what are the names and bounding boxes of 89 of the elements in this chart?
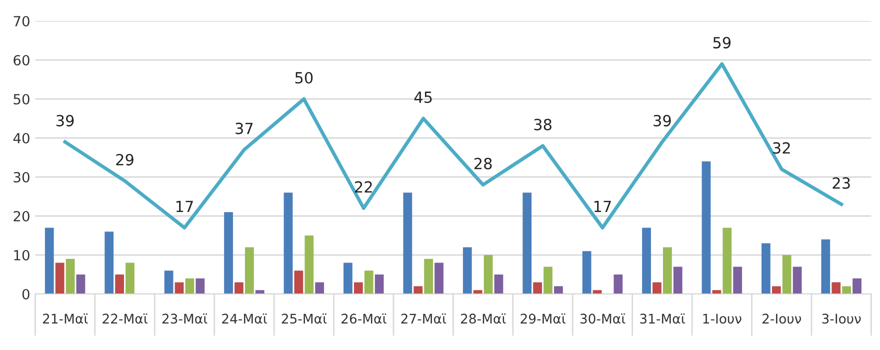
bar <box>255 290 264 294</box>
y-tick-label: 20 <box>14 210 30 222</box>
data-label: 59 <box>713 36 731 48</box>
y-tick-label: 60 <box>14 54 30 66</box>
bar <box>44 228 54 294</box>
bar <box>344 262 352 294</box>
bar <box>185 278 194 294</box>
bar <box>414 286 423 294</box>
bar <box>294 270 304 294</box>
y-tick-label: 30 <box>14 172 30 182</box>
bar <box>66 258 75 294</box>
data-label: 17 <box>176 200 193 212</box>
bar <box>434 262 444 294</box>
data-label: 28 <box>474 158 492 170</box>
bar <box>673 266 682 294</box>
bar <box>662 247 672 294</box>
bar <box>364 270 374 294</box>
bar <box>224 212 233 294</box>
x-tick-label: 23-Μαϊ <box>162 313 208 324</box>
bar <box>484 255 493 294</box>
x-tick-label: 24-Μαϊ <box>222 313 267 324</box>
bar <box>473 290 482 294</box>
data-label: 38 <box>534 118 552 130</box>
data-label: 37 <box>236 122 253 134</box>
bar <box>544 266 552 294</box>
bar <box>315 282 324 294</box>
bar <box>642 228 651 294</box>
bar <box>614 274 623 294</box>
bar <box>104 232 114 294</box>
bar <box>174 282 184 294</box>
data-label: 50 <box>295 72 313 84</box>
bar <box>522 192 532 294</box>
bar <box>284 192 293 294</box>
x-tick-label: 21-Μαϊ <box>42 313 88 324</box>
x-tick-label: 31-Μαϊ <box>640 313 685 324</box>
bar <box>582 251 592 294</box>
data-label: 22 <box>355 181 372 193</box>
x-tick-label: 25-Μαϊ <box>282 313 327 324</box>
y-tick-label: 0 <box>22 288 30 300</box>
bar <box>733 266 742 294</box>
bar <box>842 286 852 294</box>
data-label: 45 <box>414 92 432 104</box>
bar <box>115 274 124 294</box>
data-label: 23 <box>832 177 850 189</box>
x-tick-label: 27-Μαϊ <box>401 313 446 324</box>
bar <box>722 228 732 294</box>
data-label: 29 <box>116 154 134 166</box>
bar <box>403 192 412 294</box>
bar <box>712 290 722 294</box>
bar <box>554 286 563 294</box>
x-tick-label: 22-Μαϊ <box>102 313 148 324</box>
bar <box>424 258 434 294</box>
bar <box>652 282 662 294</box>
bar <box>304 236 314 294</box>
bar <box>702 161 711 294</box>
bar <box>126 262 134 294</box>
x-tick-label: 30-Μαϊ <box>580 313 626 324</box>
bar <box>494 274 504 294</box>
bar <box>772 286 781 294</box>
bar <box>354 282 363 294</box>
data-label: 32 <box>773 142 790 154</box>
bar <box>196 278 205 294</box>
x-tick-label: 3-Ιουν <box>822 314 861 324</box>
bar <box>76 274 86 294</box>
y-tick-label: 50 <box>14 94 30 104</box>
bar <box>852 278 862 294</box>
x-tick-label: 26-Μαϊ <box>342 313 386 324</box>
x-tick-label: 1-Ιουν <box>703 314 742 324</box>
bar <box>164 270 174 294</box>
x-tick-label: 28-Μαϊ <box>460 313 506 324</box>
bar <box>374 274 384 294</box>
bar <box>832 282 841 294</box>
bar <box>533 282 542 294</box>
bar <box>244 247 254 294</box>
bar <box>792 266 802 294</box>
data-label: 39 <box>654 114 671 126</box>
y-tick-label: 10 <box>14 250 30 260</box>
bar <box>821 239 830 294</box>
bar <box>55 262 64 294</box>
x-tick-label: 2-Ιουν <box>762 314 802 324</box>
bar <box>462 247 472 294</box>
bar <box>762 243 770 294</box>
y-tick-label: 40 <box>13 132 30 144</box>
data-label: 17 <box>594 200 611 212</box>
data-label: 39 <box>56 114 74 126</box>
x-tick-label: 29-Μαϊ <box>520 313 566 324</box>
bar <box>234 282 244 294</box>
y-tick-label: 70 <box>14 16 30 26</box>
bar <box>782 255 792 294</box>
